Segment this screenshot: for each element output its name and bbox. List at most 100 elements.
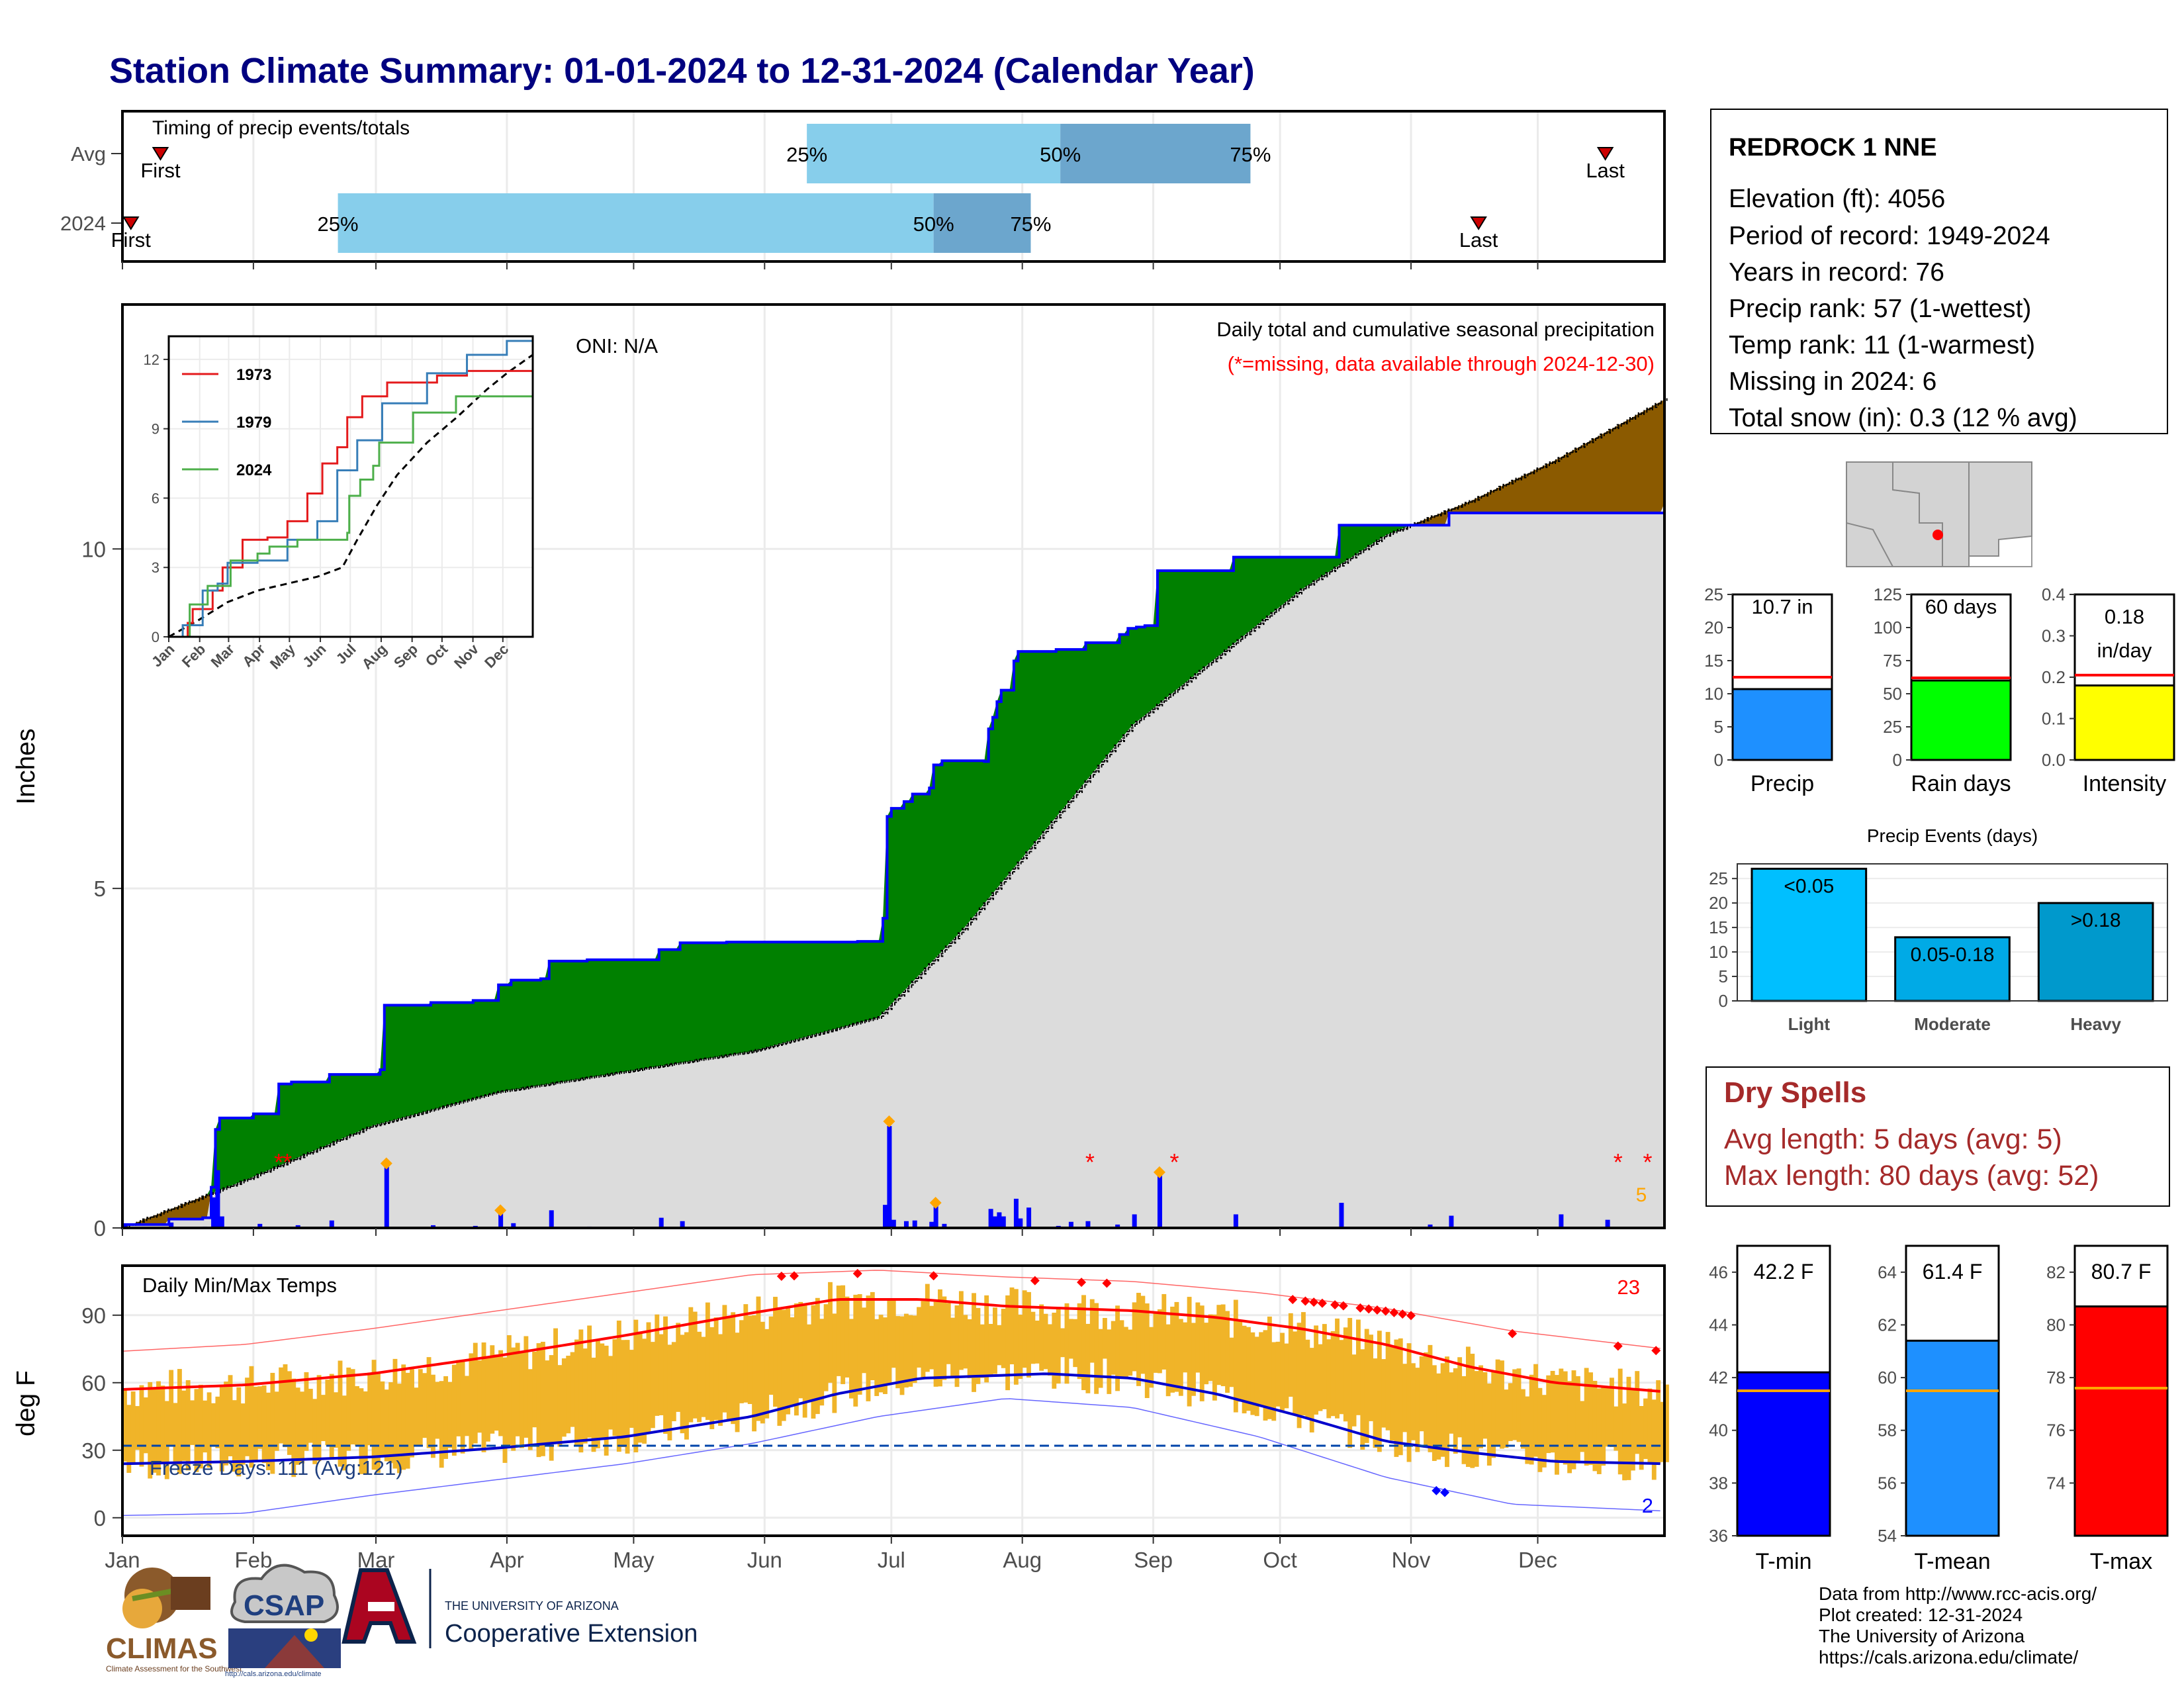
footer-url: https://cals.arizona.edu/climate/ bbox=[1819, 1647, 2079, 1667]
daily-temp-range-bar bbox=[629, 1350, 634, 1428]
daily-temp-range-bar bbox=[156, 1381, 161, 1476]
temp-summary-ytick-label: 64 bbox=[1878, 1262, 1897, 1282]
daily-precip-bar bbox=[1449, 1215, 1454, 1228]
daily-temp-range-bar bbox=[1275, 1341, 1281, 1407]
month-tick-label: Feb bbox=[234, 1548, 272, 1572]
missing-marker: * bbox=[1169, 1149, 1179, 1176]
daily-temp-range-bar bbox=[1356, 1319, 1361, 1415]
events-ytick-label: 20 bbox=[1709, 893, 1728, 913]
daily-temp-range-bar bbox=[190, 1400, 195, 1445]
daily-temp-range-bar bbox=[1656, 1380, 1661, 1464]
record-high-marker bbox=[776, 1272, 786, 1282]
temp-summary-ytick-label: 60 bbox=[1878, 1368, 1897, 1387]
daily-precip-bar bbox=[511, 1223, 516, 1228]
daily-temp-range-bar bbox=[405, 1372, 410, 1469]
summary-ytick-label: 0 bbox=[1893, 750, 1902, 770]
daily-temp-range-bar bbox=[312, 1399, 318, 1464]
footer-plot-created: Plot created: 12-31-2024 bbox=[1819, 1605, 2023, 1625]
precip-event-category: Heavy bbox=[2070, 1014, 2121, 1034]
daily-temp-range-bar bbox=[334, 1392, 339, 1448]
daily-temp-range-bar bbox=[1170, 1306, 1175, 1393]
summary-bar-name: Intensity bbox=[2083, 771, 2167, 796]
daily-temp-range-bar bbox=[245, 1378, 250, 1456]
daily-temp-range-bar bbox=[169, 1370, 174, 1446]
daily-temp-range-bar bbox=[261, 1385, 267, 1464]
summary-ytick-label: 0.3 bbox=[2042, 626, 2066, 646]
daily-temp-range-bar bbox=[1111, 1321, 1116, 1375]
temp-summary-name: T-mean bbox=[1914, 1549, 1990, 1574]
daily-temp-range-bar bbox=[1195, 1302, 1201, 1373]
daily-precip-bar bbox=[257, 1223, 263, 1228]
summary-ytick-label: 0.2 bbox=[2042, 667, 2066, 687]
csap-url: http://cals.arizona.edu/climate bbox=[225, 1670, 322, 1678]
daily-temp-range-bar bbox=[917, 1307, 921, 1368]
daily-temp-range-bar bbox=[1161, 1293, 1167, 1370]
daily-temp-range-bar bbox=[1512, 1369, 1518, 1440]
daily-precip-bar bbox=[431, 1225, 435, 1228]
daily-temp-range-bar bbox=[667, 1344, 672, 1440]
daily-temp-range-bar bbox=[418, 1369, 423, 1446]
daily-temp-range-bar bbox=[1385, 1332, 1390, 1430]
timing-bar-q50-q75 bbox=[933, 193, 1031, 253]
daily-temp-range-bar bbox=[823, 1304, 829, 1391]
precip-caption: Daily total and cumulative seasonal prec… bbox=[1216, 318, 1655, 341]
station-line: Precip rank: 57 (1-wettest) bbox=[1729, 295, 2031, 323]
daily-temp-range-bar bbox=[1424, 1352, 1429, 1446]
temp-summary-ytick-label: 80 bbox=[2046, 1315, 2066, 1335]
record-high-marker bbox=[1355, 1303, 1365, 1313]
missing-marker: * bbox=[283, 1149, 292, 1176]
daily-temp-range-bar bbox=[794, 1303, 799, 1416]
temp-summary-bar-2 bbox=[2073, 1305, 2169, 1537]
daily-temp-range-bar bbox=[1533, 1364, 1538, 1457]
month-tick-label: Mar bbox=[357, 1548, 395, 1572]
daily-precip-bar bbox=[912, 1220, 917, 1228]
daily-temp-range-bar bbox=[388, 1382, 394, 1464]
daily-temp-range-bar bbox=[1630, 1390, 1635, 1471]
daily-temp-range-bar bbox=[1208, 1314, 1213, 1382]
daily-temp-range-bar bbox=[1360, 1349, 1365, 1450]
daily-temp-range-bar bbox=[655, 1314, 660, 1416]
daily-temp-range-bar bbox=[1343, 1327, 1348, 1422]
daily-temp-range-bar bbox=[621, 1340, 626, 1448]
below-average-area bbox=[122, 399, 1664, 1228]
missing-count: 5 bbox=[1636, 1184, 1647, 1206]
timing-pct-50: 50% bbox=[913, 212, 954, 236]
daily-temp-range-bar bbox=[587, 1325, 592, 1438]
daily-temp-range-bar bbox=[1030, 1311, 1036, 1364]
daily-temp-range-bar bbox=[743, 1304, 749, 1403]
daily-temp-range-bar bbox=[371, 1360, 377, 1470]
summary-ytick-label: 25 bbox=[1704, 585, 1723, 604]
daily-temp-range-bar bbox=[355, 1386, 359, 1446]
daily-temp-range-bar bbox=[1132, 1302, 1137, 1372]
daily-temp-range-bar bbox=[828, 1282, 833, 1383]
daily-temp-range-bar bbox=[287, 1371, 292, 1455]
daily-precip-bar bbox=[219, 1216, 224, 1228]
daily-temp-range-bar bbox=[1048, 1324, 1052, 1376]
daily-temp-range-bar bbox=[253, 1386, 258, 1462]
daily-temp-range-bar bbox=[143, 1397, 148, 1454]
daily-precip-bar bbox=[122, 1224, 127, 1228]
record-high-count: 23 bbox=[1617, 1276, 1640, 1299]
daily-temp-range-bar bbox=[1267, 1316, 1272, 1419]
daily-temp-range-bar bbox=[718, 1334, 723, 1426]
daily-temp-range-bar bbox=[439, 1381, 444, 1468]
daily-temp-range-bar bbox=[988, 1323, 993, 1376]
daily-temp-range-bar bbox=[625, 1340, 630, 1454]
daily-temp-range-bar bbox=[232, 1400, 237, 1472]
daily-temp-range-bar bbox=[1601, 1387, 1606, 1466]
daily-temp-range-bar bbox=[912, 1315, 917, 1383]
daily-temp-range-bar bbox=[295, 1387, 300, 1465]
daily-temp-range-bar bbox=[1056, 1307, 1061, 1384]
summary-ytick-label: 50 bbox=[1883, 684, 1902, 704]
daily-temp-range-bar bbox=[777, 1307, 782, 1426]
daily-temp-range-bar bbox=[1516, 1368, 1522, 1442]
daily-temp-range-bar bbox=[270, 1372, 275, 1474]
daily-temp-range-bar bbox=[215, 1396, 220, 1448]
missing-marker: * bbox=[1614, 1149, 1623, 1176]
month-tick-label: Jul bbox=[878, 1548, 905, 1572]
daily-temp-range-bar bbox=[1144, 1303, 1150, 1398]
daily-temp-range-bar bbox=[1445, 1356, 1449, 1468]
daily-temp-range-bar bbox=[844, 1296, 850, 1378]
daily-temp-range-bar bbox=[549, 1355, 554, 1461]
daily-temp-range-bar bbox=[836, 1286, 841, 1376]
